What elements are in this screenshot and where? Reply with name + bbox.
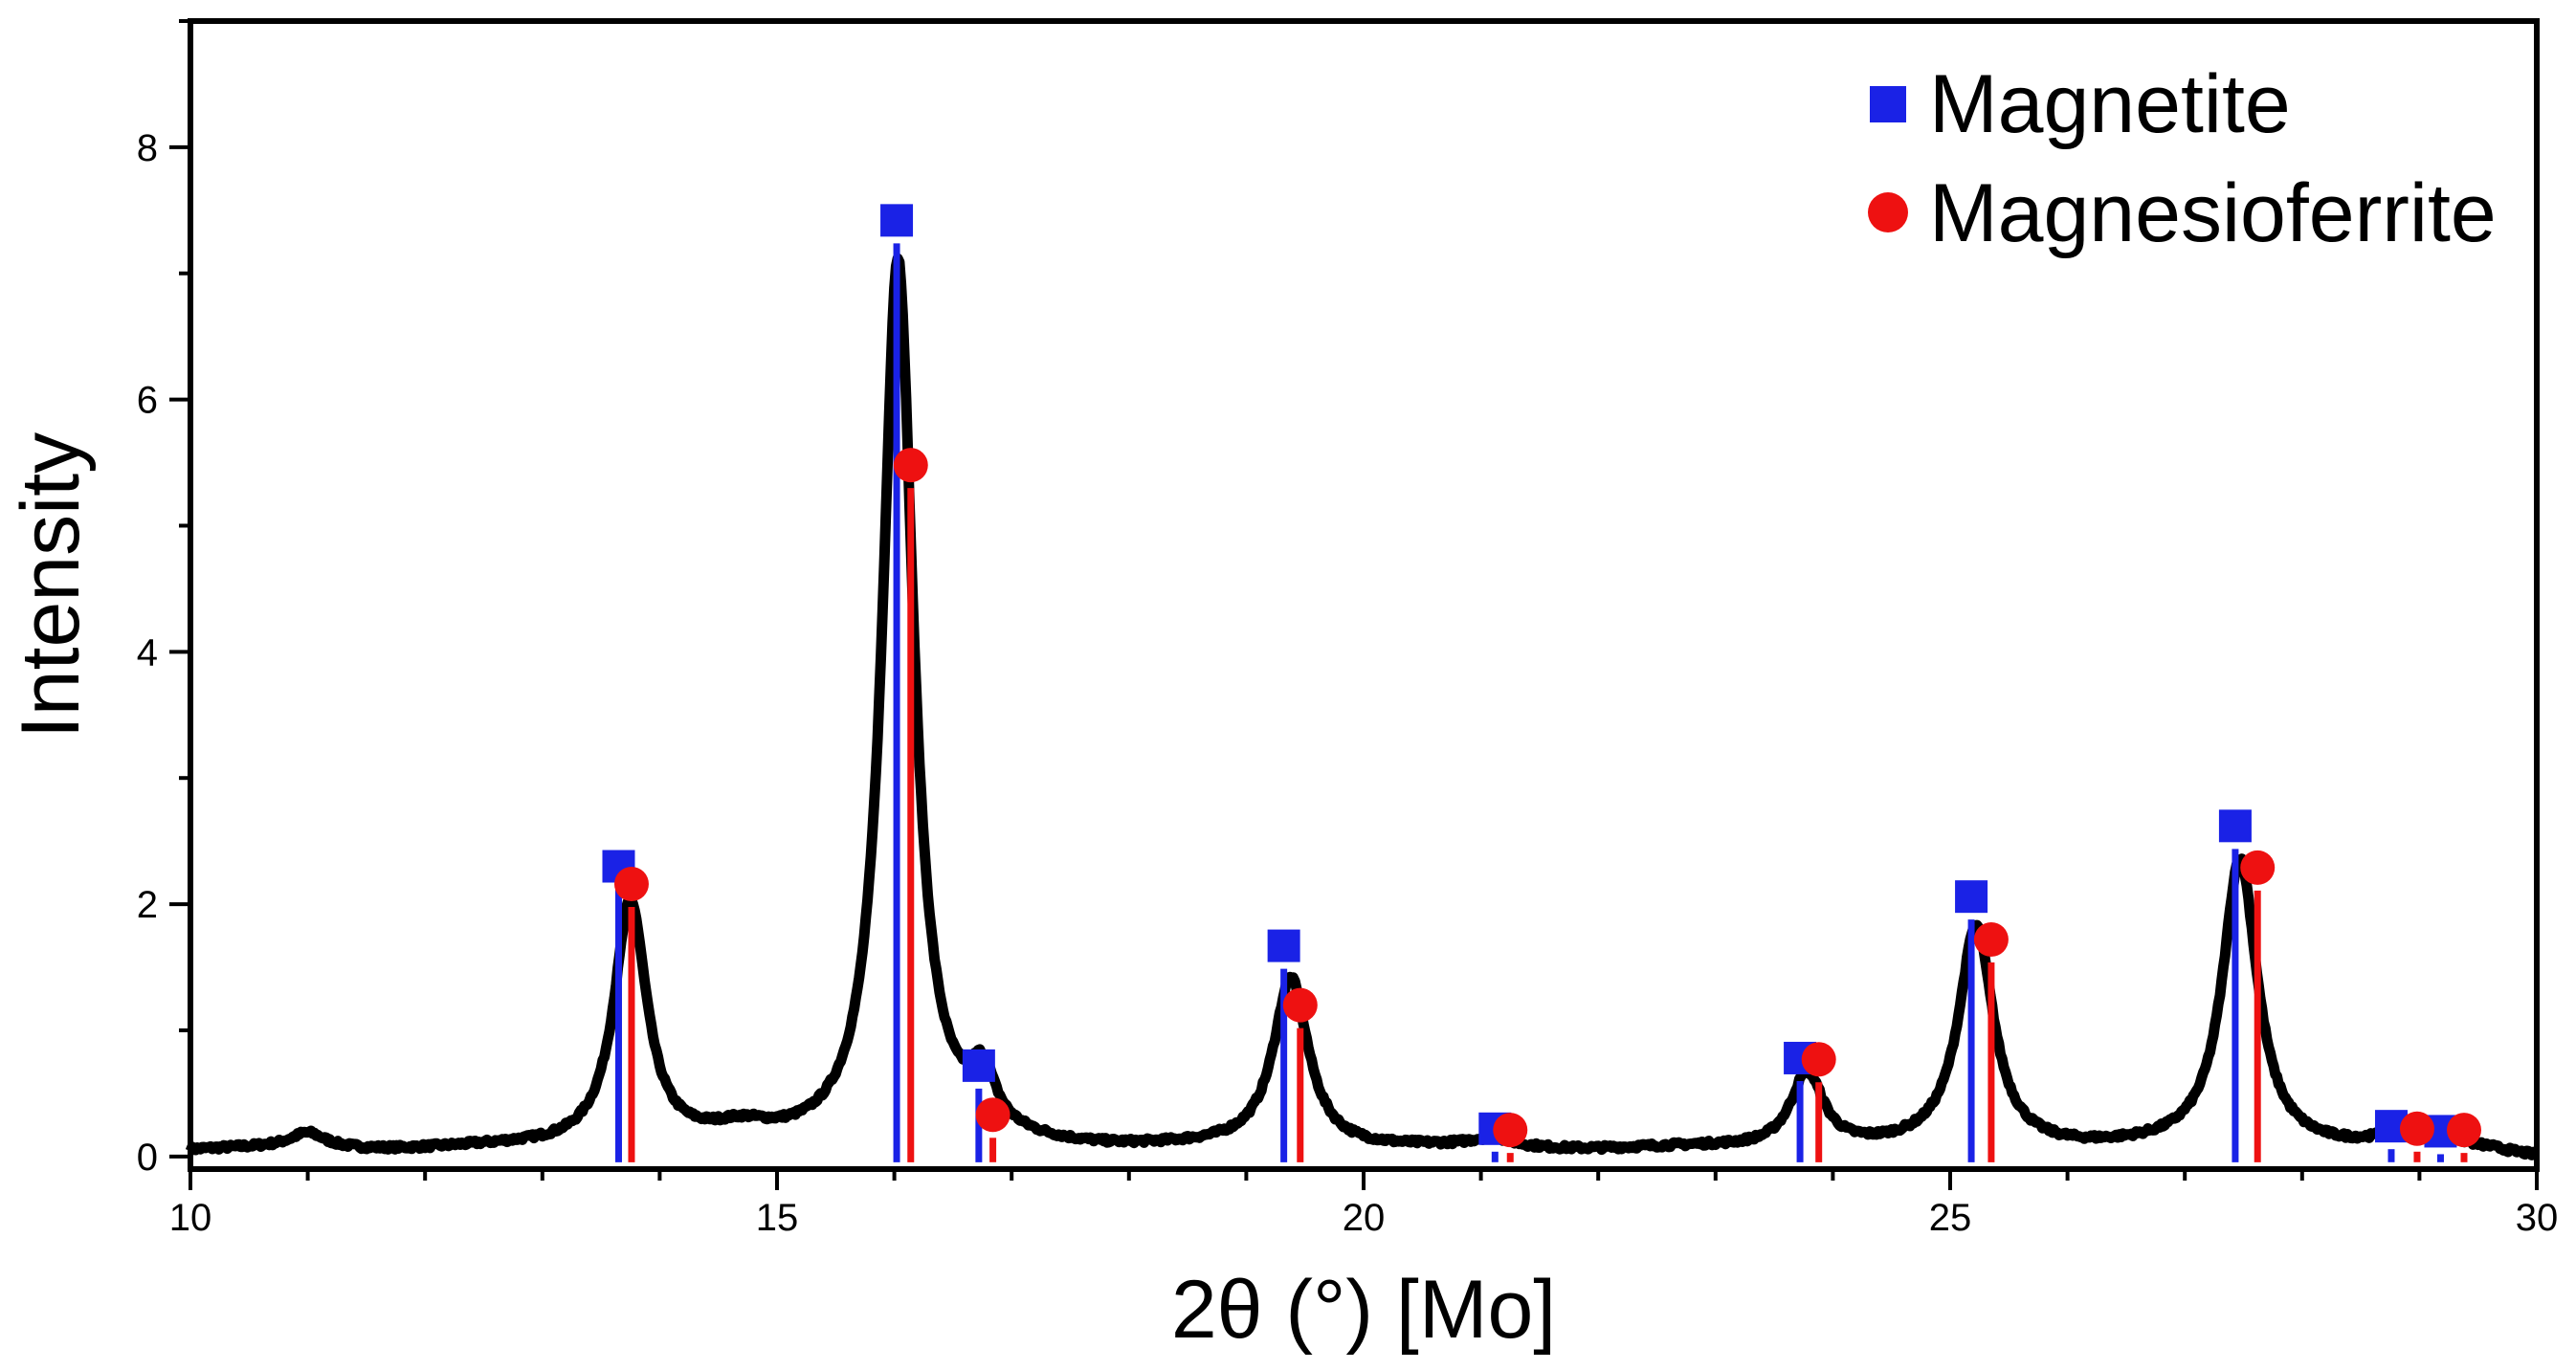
magnesioferrite-marker xyxy=(1282,987,1318,1023)
magnesioferrite-marker xyxy=(893,448,928,483)
y-tick-label: 0 xyxy=(137,1137,158,1179)
y-axis-title: Intensity xyxy=(5,432,97,739)
magnesioferrite-marker xyxy=(2399,1111,2434,1146)
magnesioferrite-marker xyxy=(2240,850,2276,885)
reference-sticks xyxy=(614,243,2468,1162)
legend-magnetite-label: Magnetite xyxy=(1929,58,2291,150)
pattern-layer xyxy=(185,253,2541,1160)
magnesioferrite-marker xyxy=(2446,1113,2481,1148)
x-tick-label: 30 xyxy=(2516,1197,2559,1239)
magnetite-marker xyxy=(1955,880,1988,914)
pattern-line xyxy=(185,253,2541,1160)
reference-markers xyxy=(602,204,2481,1148)
x-tick-label: 15 xyxy=(756,1197,799,1239)
magnetite-marker xyxy=(1267,929,1300,962)
y-tick-label: 8 xyxy=(137,127,158,169)
x-tick-label: 25 xyxy=(1929,1197,1972,1239)
y-tick-label: 2 xyxy=(137,884,158,926)
legend: Magnetite Magnesioferrite xyxy=(1868,58,2497,259)
legend-magnesioferrite-marker xyxy=(1868,192,1908,232)
magnesioferrite-marker xyxy=(975,1097,1010,1133)
magnesioferrite-marker xyxy=(1973,922,2009,957)
legend-magnetite-marker xyxy=(1870,86,1906,122)
tick-labels: 10 15 20 25 30 0 2 4 6 8 xyxy=(137,127,2559,1239)
magnesioferrite-marker xyxy=(1493,1113,1528,1148)
magnesioferrite-marker xyxy=(613,866,649,901)
magnetite-marker xyxy=(2218,809,2252,843)
y-tick-label: 6 xyxy=(137,380,158,422)
legend-magnesioferrite-label: Magnesioferrite xyxy=(1929,167,2497,259)
x-tick-label: 10 xyxy=(169,1197,212,1239)
magnesioferrite-marker xyxy=(1801,1042,1836,1077)
axis-ticks xyxy=(169,19,2539,1190)
magnetite-marker xyxy=(880,204,914,237)
x-axis-title: 2θ (°) [Mo] xyxy=(1171,1264,1556,1356)
magnetite-marker xyxy=(962,1049,995,1082)
x-tick-label: 20 xyxy=(1343,1197,1386,1239)
y-tick-label: 4 xyxy=(137,631,158,674)
